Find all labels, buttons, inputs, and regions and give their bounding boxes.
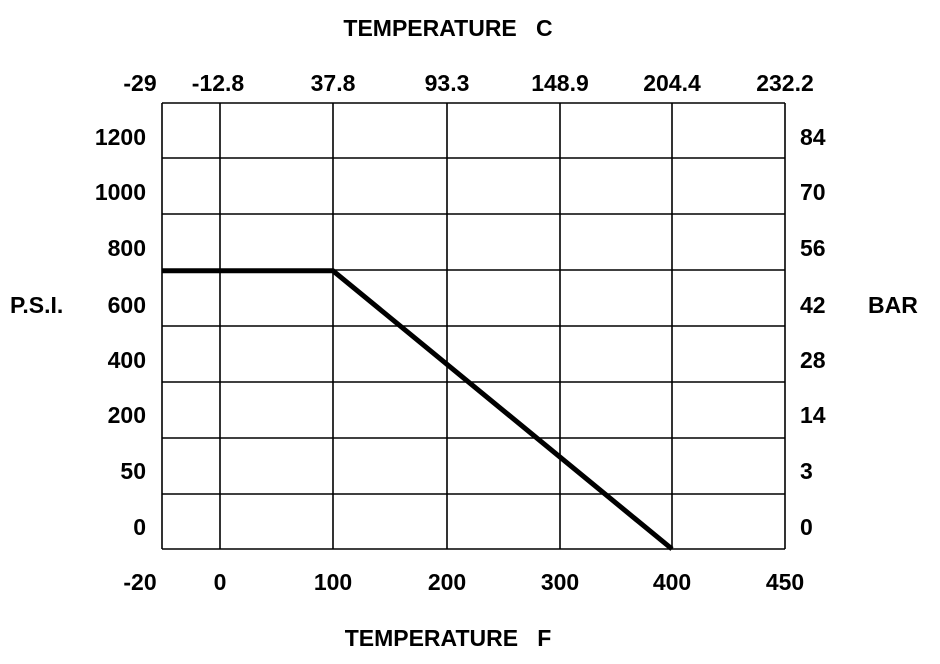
x-top-tick-label: -29 <box>123 70 156 96</box>
y-left-tick-label: 200 <box>108 402 146 428</box>
x-tick-label: 0 <box>214 569 227 595</box>
y-right-tick-label: 84 <box>800 124 826 150</box>
x-top-tick-label: 37.8 <box>311 70 356 96</box>
x-tick-label: -20 <box>123 569 156 595</box>
y-left-tick-label: 800 <box>108 235 146 261</box>
top-axis-title: TEMPERATURE C <box>343 15 552 41</box>
y-right-tick-label: 3 <box>800 458 813 484</box>
x-tick-label: 400 <box>653 569 691 595</box>
y-left-tick-label: 600 <box>108 292 146 318</box>
x-top-tick-label: 93.3 <box>425 70 470 96</box>
left-axis-title: P.S.I. <box>10 292 63 318</box>
y-right-tick-label: 42 <box>800 292 826 318</box>
y-left-tick-label: 1000 <box>95 179 146 205</box>
y-right-tick-label: 56 <box>800 235 826 261</box>
y-left-tick-label: 1200 <box>95 124 146 150</box>
x-tick-label: 100 <box>314 569 352 595</box>
x-top-tick-label: 204.4 <box>643 70 701 96</box>
x-top-tick-label: -12.8 <box>192 70 245 96</box>
bottom-axis-title: TEMPERATURE F <box>345 625 552 651</box>
y-left-tick-label: 0 <box>133 514 146 540</box>
y-left-tick-label: 400 <box>108 347 146 373</box>
tick-labels: -20 0 100 200 300 400 450-29 -12.8 37.8 93.3 148.9… <box>95 70 826 595</box>
series <box>162 268 674 551</box>
x-top-tick-label: 148.9 <box>531 70 589 96</box>
x-tick-label: 200 <box>428 569 466 595</box>
x-top-tick-label: 232.2 <box>756 70 814 96</box>
y-right-tick-label: 70 <box>800 179 826 205</box>
y-right-tick-label: 28 <box>800 347 826 373</box>
y-right-tick-label: 14 <box>800 402 826 428</box>
y-left-tick-label: 50 <box>120 458 146 484</box>
x-tick-label: 300 <box>541 569 579 595</box>
y-right-tick-label: 0 <box>800 514 813 540</box>
x-tick-label: 450 <box>766 569 804 595</box>
right-axis-title: BAR <box>868 292 918 318</box>
grid <box>161 102 786 550</box>
pressure-line <box>162 268 674 551</box>
